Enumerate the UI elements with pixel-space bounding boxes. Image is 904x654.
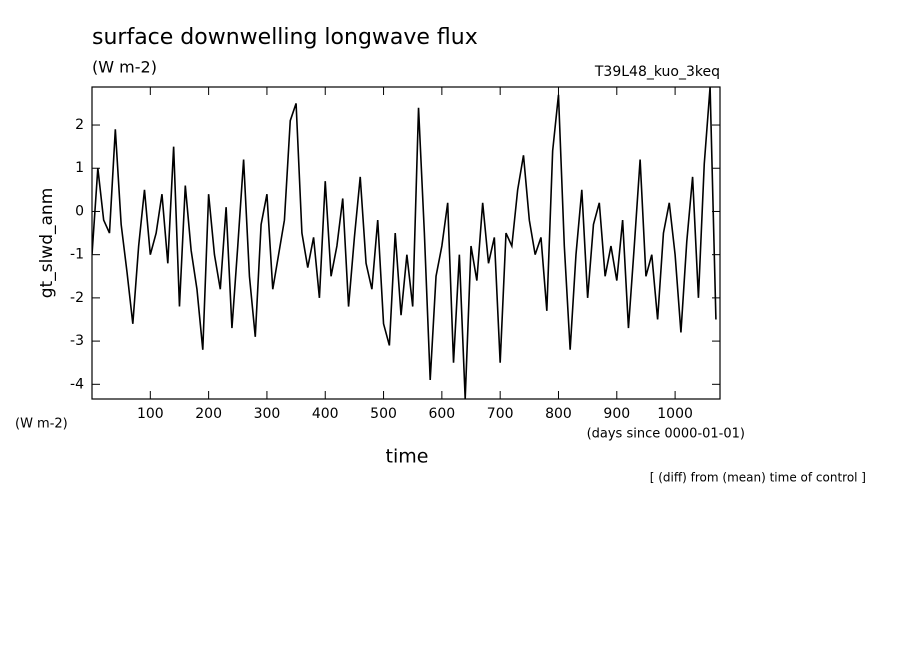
y-tick-label: 2 <box>75 117 84 133</box>
x-tick-label: 400 <box>312 406 339 422</box>
x-tick-label: 800 <box>545 406 572 422</box>
x-tick-label: 900 <box>603 406 630 422</box>
x-tick-label: 1000 <box>657 406 693 422</box>
note: [ (diff) from (mean) time of control ] <box>650 471 866 485</box>
y-tick-label: -4 <box>70 376 84 392</box>
x-tick-label: 100 <box>137 406 164 422</box>
chart-title: surface downwelling longwave flux <box>92 25 478 50</box>
y-tick-label: -2 <box>70 290 84 306</box>
data-line <box>92 87 717 399</box>
y-tick-label: -1 <box>70 247 84 263</box>
x-tick-label: 500 <box>370 406 397 422</box>
y-tick-label: 1 <box>75 160 84 176</box>
x-tick-label: 200 <box>195 406 222 422</box>
run-label: T39L48_kuo_3keq <box>594 64 720 80</box>
x-tick-label: 600 <box>428 406 455 422</box>
x-tick-label: 300 <box>254 406 281 422</box>
x-tick-label: 700 <box>487 406 514 422</box>
y-tick-label: -3 <box>70 333 84 349</box>
y-axis-label: gt_slwd_anm <box>37 188 57 298</box>
y-units: (W m-2) <box>15 417 68 432</box>
plot-frame <box>91 86 721 400</box>
y-tick-label: 0 <box>75 203 84 219</box>
x-units: (days since 0000-01-01) <box>587 427 745 442</box>
subtitle: (W m-2) <box>92 58 157 77</box>
x-axis-label: time <box>386 446 429 468</box>
